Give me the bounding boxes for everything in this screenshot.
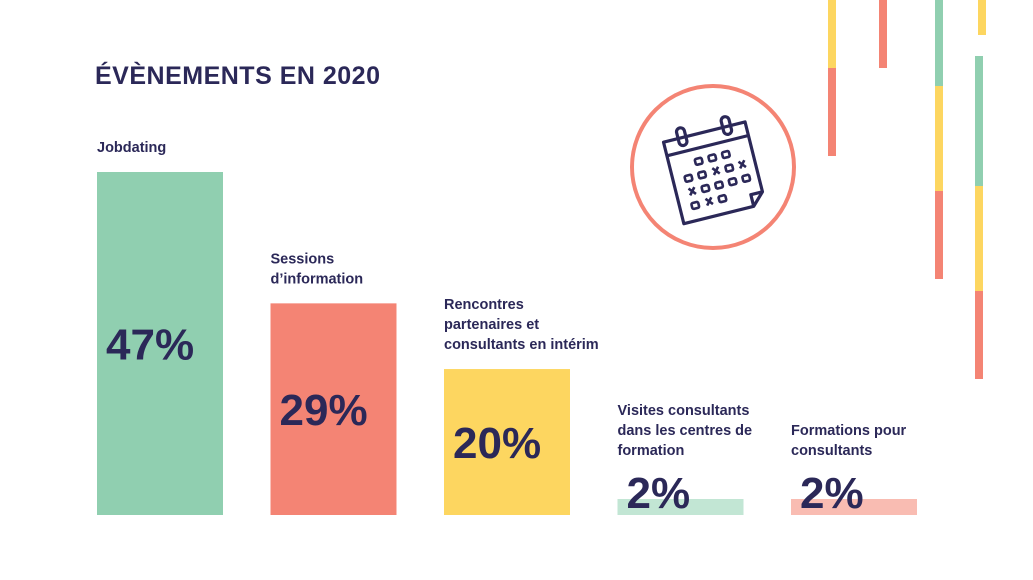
category-label-line: Jobdating	[97, 140, 166, 156]
decor-stripe	[935, 191, 943, 279]
category-label-line: consultants	[791, 443, 872, 459]
category-label: Formations pour consultants	[791, 423, 907, 459]
category-label-line: consultants en intérim	[444, 337, 599, 353]
category-label-line: Formations pour	[791, 423, 907, 439]
category-label-line: dans les centres de	[618, 423, 753, 439]
bar-5	[791, 499, 917, 515]
decor-stripe	[975, 186, 983, 291]
category-label-line: Rencontres	[444, 297, 524, 313]
value-label: 29%	[280, 386, 368, 435]
category-label: Rencontres partenaires et consultants en i…	[444, 297, 599, 353]
decor-stripe	[879, 0, 887, 68]
bar-3	[444, 369, 570, 515]
category-label-line: formation	[618, 443, 685, 459]
decor-stripe	[975, 56, 983, 186]
category-label-line: d’information	[271, 271, 364, 287]
calendar-icon	[630, 84, 796, 250]
bar-4	[617, 499, 744, 515]
decor-stripe	[935, 0, 943, 86]
value-label: 2%	[627, 469, 691, 518]
decor-stripe	[828, 68, 836, 156]
value-label: 2%	[800, 469, 864, 518]
decor-stripe	[935, 86, 943, 191]
value-label: 47%	[106, 321, 194, 370]
bar-1	[97, 172, 223, 515]
category-label-line: Sessions	[271, 251, 335, 267]
decor-stripe	[975, 291, 983, 379]
category-label: Visites consultants dans les centres de fo…	[618, 403, 753, 459]
chart-title: ÉVÈNEMENTS EN 2020	[95, 62, 381, 90]
value-label: 20%	[453, 419, 541, 468]
bar-2	[270, 303, 397, 515]
category-label: Sessions d’information	[271, 251, 364, 287]
decor-stripe	[828, 0, 836, 68]
category-label-line: Visites consultants	[618, 403, 750, 419]
category-label-line: partenaires et	[444, 317, 539, 333]
category-label: Jobdating	[97, 140, 166, 156]
decor-stripe	[978, 0, 986, 35]
